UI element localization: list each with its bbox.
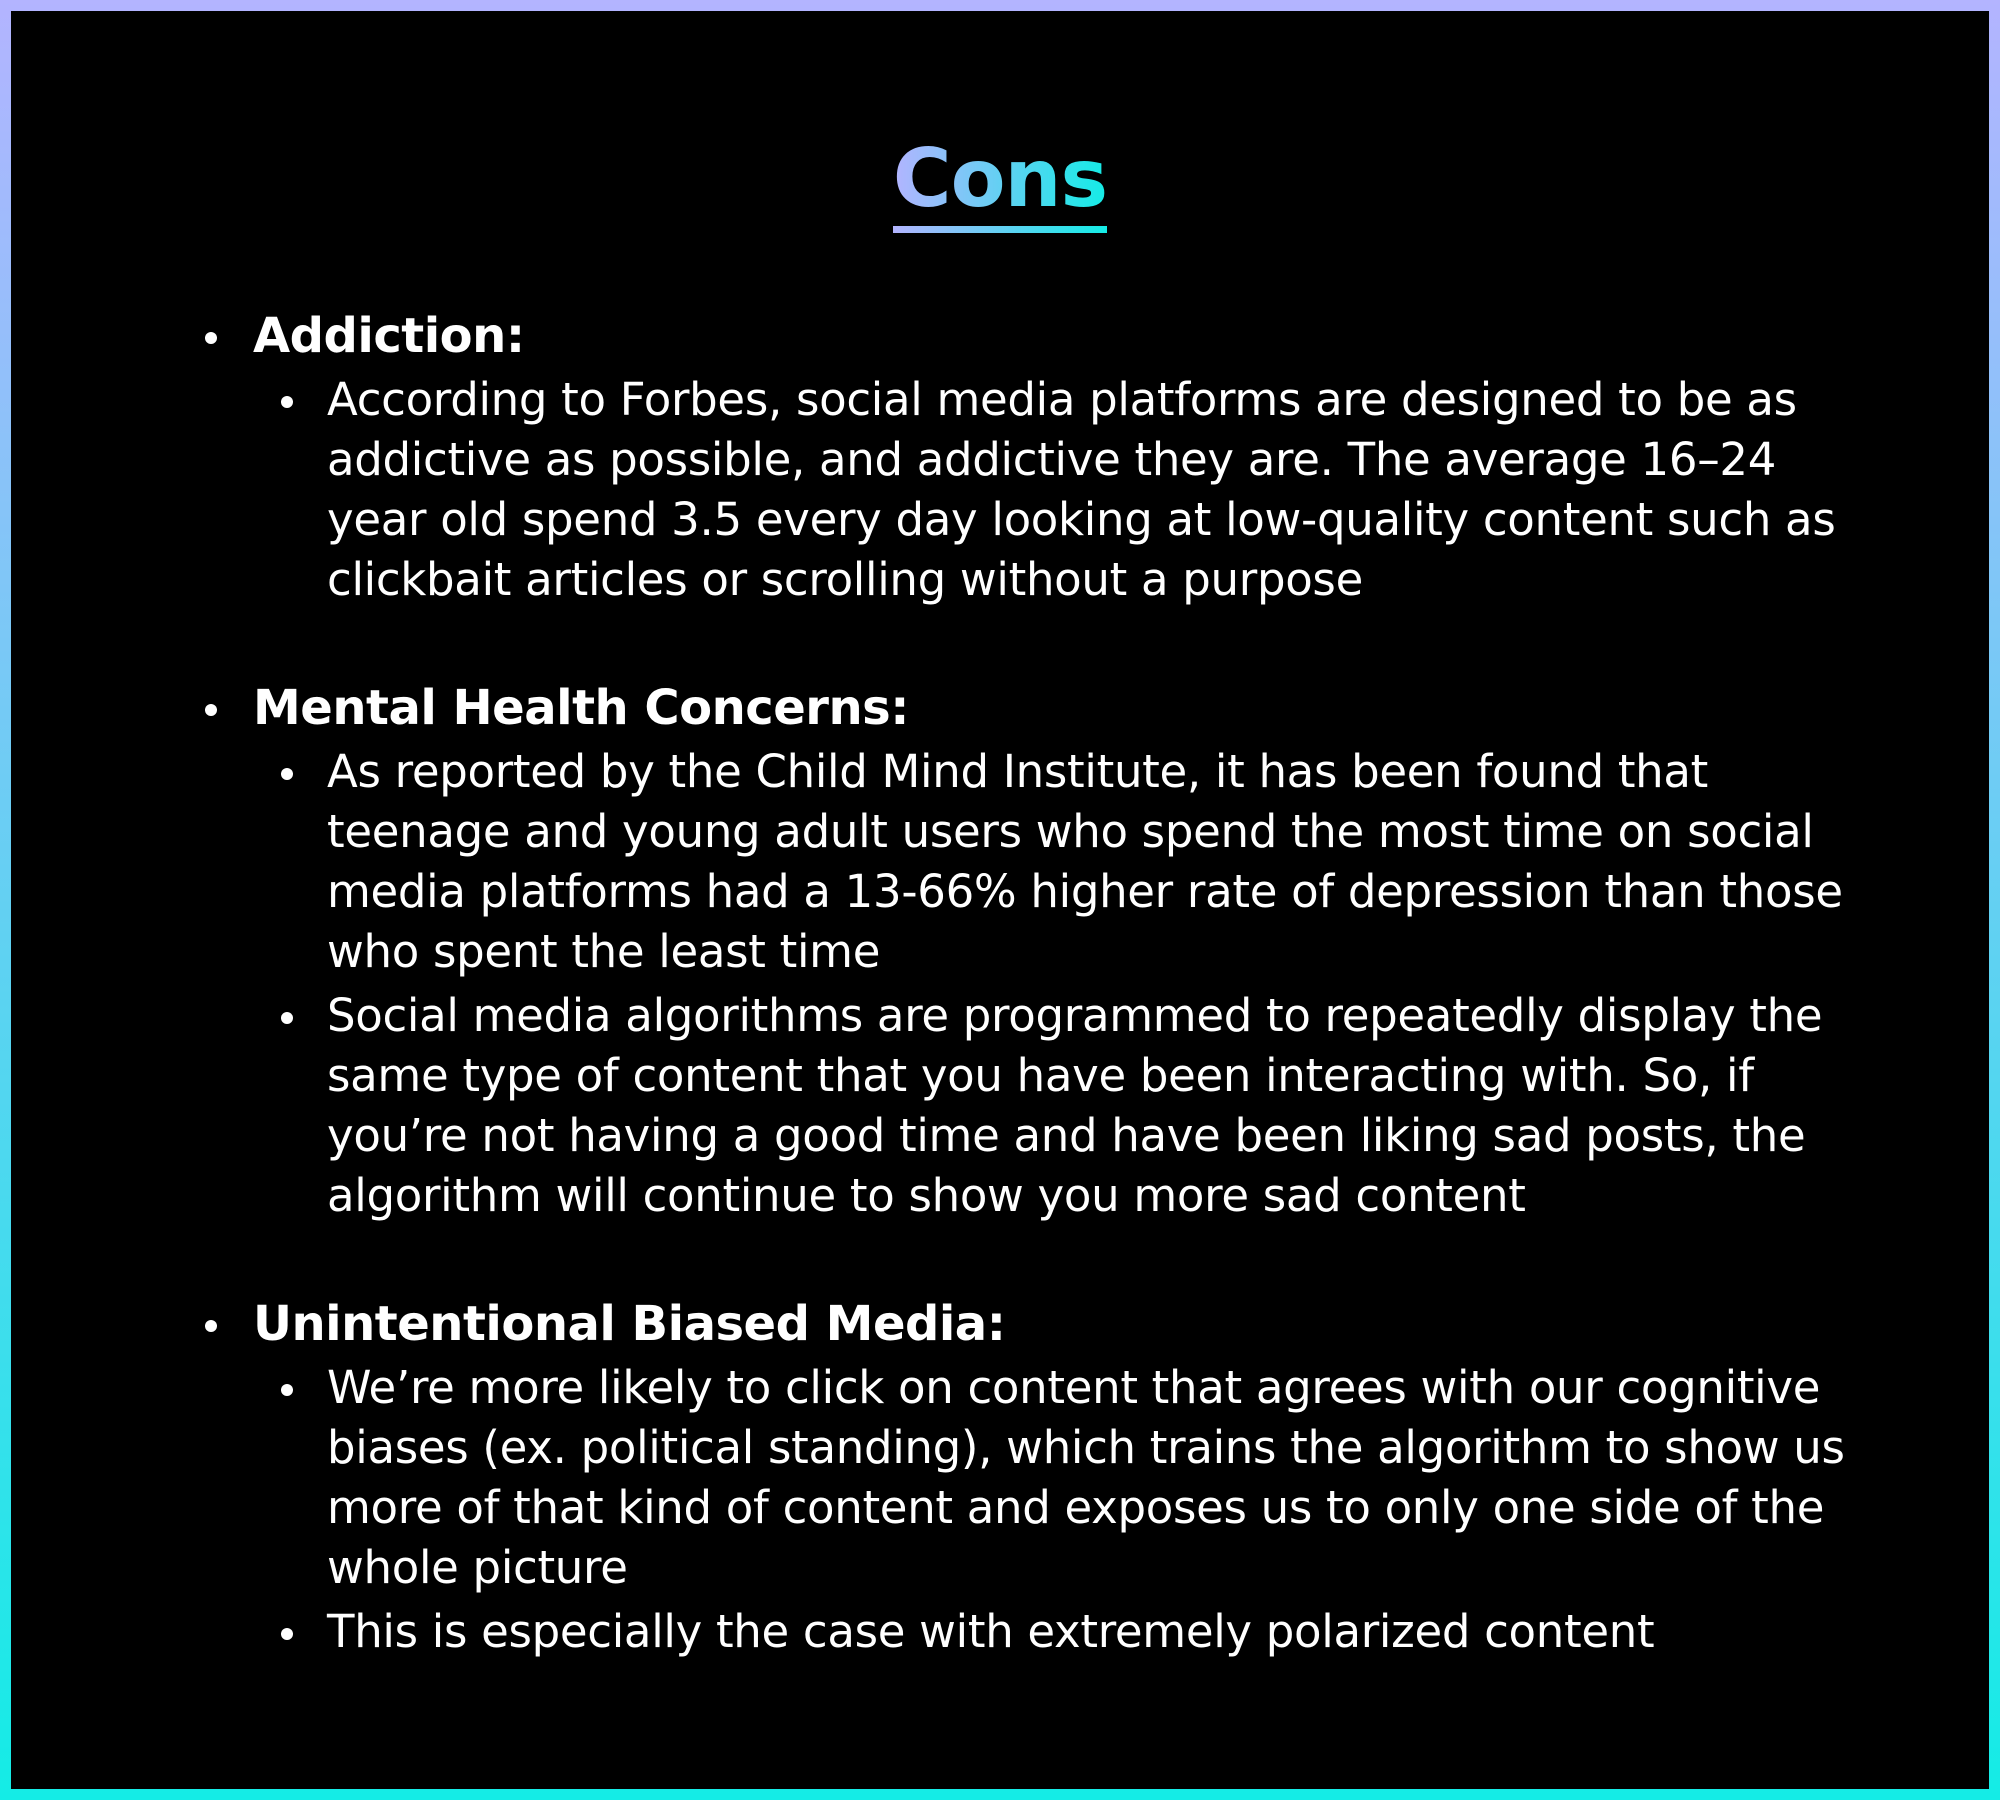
title-container: Cons — [11, 139, 1989, 233]
bullet-icon — [281, 768, 293, 780]
list-item-text: This is especially the case with extreme… — [327, 1605, 1655, 1658]
sub-list: As reported by the Child Mind Institute,… — [197, 742, 1847, 1226]
section-heading: Addiction: — [197, 306, 1847, 366]
page-title-text: Cons — [892, 132, 1108, 225]
title-underline — [892, 226, 1108, 233]
bullet-icon — [281, 1384, 293, 1396]
bullet-icon — [205, 1320, 217, 1332]
section-heading-text: Addiction: — [253, 308, 525, 364]
list-item-text: Social media algorithms are programmed t… — [327, 989, 1823, 1222]
section-heading-text: Mental Health Concerns: — [253, 680, 909, 736]
sub-list: We’re more likely to click on content th… — [197, 1358, 1847, 1662]
page-title: Cons — [892, 139, 1108, 233]
list-item-text: According to Forbes, social media platfo… — [327, 373, 1836, 606]
section-mental-health: Mental Health Concerns: As reported by t… — [197, 678, 1847, 1226]
bullet-icon — [205, 332, 217, 344]
list-item: This is especially the case with extreme… — [197, 1602, 1847, 1662]
list-item: According to Forbes, social media platfo… — [197, 370, 1847, 610]
list-item: Social media algorithms are programmed t… — [197, 986, 1847, 1226]
section-heading: Mental Health Concerns: — [197, 678, 1847, 738]
bullet-icon — [281, 1012, 293, 1024]
list-item: We’re more likely to click on content th… — [197, 1358, 1847, 1598]
list-item-text: As reported by the Child Mind Institute,… — [327, 745, 1843, 978]
section-biased-media: Unintentional Biased Media: We’re more l… — [197, 1294, 1847, 1662]
section-heading-text: Unintentional Biased Media: — [253, 1296, 1006, 1352]
slide-panel: Cons Addiction: According to Forbes, soc… — [11, 11, 1989, 1789]
cons-list: Addiction: According to Forbes, social m… — [197, 306, 1847, 1730]
sub-list: According to Forbes, social media platfo… — [197, 370, 1847, 610]
list-item-text: We’re more likely to click on content th… — [327, 1361, 1845, 1594]
section-heading: Unintentional Biased Media: — [197, 1294, 1847, 1354]
list-item: As reported by the Child Mind Institute,… — [197, 742, 1847, 982]
bullet-icon — [205, 704, 217, 716]
bullet-icon — [281, 396, 293, 408]
section-addiction: Addiction: According to Forbes, social m… — [197, 306, 1847, 610]
bullet-icon — [281, 1628, 293, 1640]
